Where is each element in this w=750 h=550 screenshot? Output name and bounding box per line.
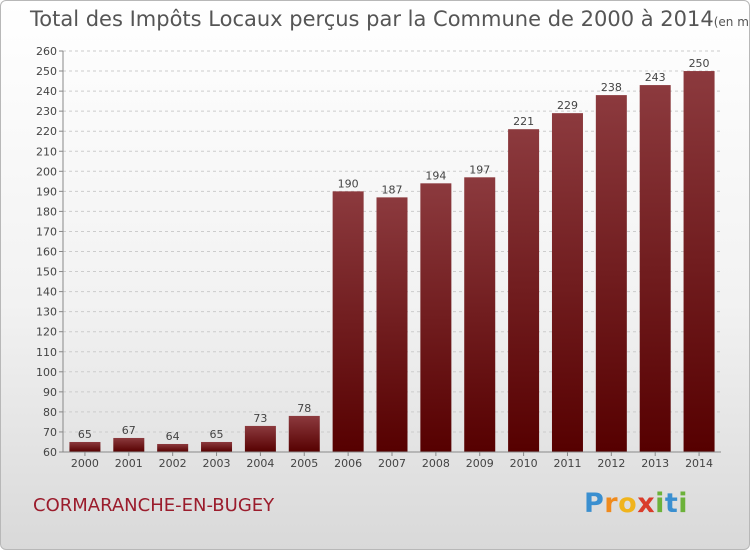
y-tick-label: 140 [36,286,57,299]
y-tick-label: 220 [36,125,57,138]
bar-value-label: 190 [338,177,359,190]
bar-value-label: 187 [382,183,403,196]
bar [420,183,452,452]
x-tick-label: 2004 [246,457,274,470]
x-tick-label: 2012 [597,457,625,470]
bar-value-label: 238 [601,81,622,94]
chart-title-unit: (en milliers d'€) [713,15,749,29]
bar-value-label: 64 [166,430,180,443]
bar-value-label: 67 [122,424,136,437]
bar [639,85,671,453]
x-tick-label: 2011 [553,457,581,470]
y-tick-label: 160 [36,246,57,259]
x-tick-label: 2002 [159,457,187,470]
bar-value-label: 197 [469,163,490,176]
bar-value-label: 243 [645,71,666,84]
bar [551,113,583,452]
y-tick-label: 70 [43,426,57,439]
logo-letter: i [678,488,689,519]
x-tick-label: 2013 [641,457,669,470]
bar [157,443,189,452]
value-labels: 65 67 64 65 73 78 190 187 194 197 221 229 238 243 250 [78,57,710,443]
y-tick-label: 250 [36,65,57,78]
y-tick-label: 90 [43,386,57,399]
x-tick-label: 2003 [203,457,231,470]
bar-value-label: 221 [513,115,534,128]
bar-value-label: 73 [253,412,267,425]
x-tick-label: 2006 [334,457,362,470]
y-tick-label: 180 [36,205,57,218]
logo-letter: P [584,488,605,519]
axes: 60 70 80 90 100 110 120 130 140 150 160 170 180 190 20… [36,45,721,470]
x-tick-label: 2014 [685,457,713,470]
x-tick-label: 2010 [510,457,538,470]
x-tick-label: 2009 [466,457,494,470]
bar [201,441,233,452]
logo-letter: i [655,488,665,519]
y-tick-label: 110 [36,346,57,359]
y-tick-label: 240 [36,85,57,98]
x-tick-label: 2000 [71,457,99,470]
bar [464,177,496,452]
bar [244,425,276,452]
bar [288,415,320,452]
y-tick-label: 230 [36,105,57,118]
x-tick-label: 2005 [290,457,318,470]
bar-value-label: 65 [210,428,224,441]
logo-letter: t [664,488,679,519]
bar-value-label: 194 [425,169,446,182]
chart-title: Total des Impôts Locaux perçus par la Co… [30,7,749,31]
bar [508,129,540,452]
bar [69,441,101,452]
bar [113,437,145,452]
bars [69,71,715,453]
y-tick-label: 150 [36,266,57,279]
x-tick-label: 2007 [378,457,406,470]
bar [376,197,408,452]
bar [595,95,627,453]
bar-value-label: 229 [557,99,578,112]
logo-letter: o [618,488,638,519]
bar-value-label: 65 [78,428,92,441]
bar [683,71,715,453]
y-tick-label: 260 [36,45,57,58]
y-tick-label: 120 [36,326,57,339]
x-tick-label: 2001 [115,457,143,470]
x-tick-label: 2008 [422,457,450,470]
y-tick-label: 170 [36,225,57,238]
logo-letter: r [604,488,619,519]
bar-value-label: 250 [689,57,710,70]
chart-title-text: Total des Impôts Locaux perçus par la Co… [30,7,714,31]
y-tick-label: 130 [36,306,57,319]
proxiti-logo: Proxiti [584,488,688,519]
y-tick-label: 190 [36,185,57,198]
bar-value-label: 78 [297,402,311,415]
y-tick-label: 210 [36,145,57,158]
y-tick-label: 80 [43,406,57,419]
commune-name: CORMARANCHE-EN-BUGEY [33,495,275,516]
y-tick-label: 100 [36,366,57,379]
y-tick-label: 60 [43,446,57,459]
y-tick-label: 200 [36,165,57,178]
bar [332,191,364,452]
logo-letter: x [637,488,656,519]
